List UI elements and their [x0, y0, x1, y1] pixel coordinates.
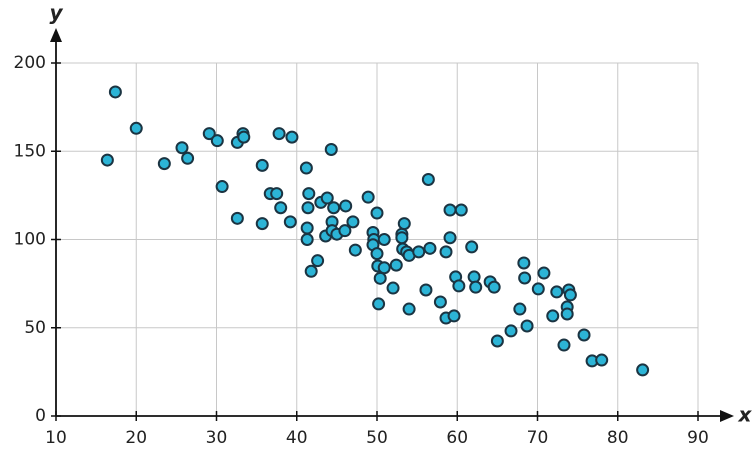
- y-tick-label: 0: [35, 406, 46, 426]
- y-axis-label: y: [49, 1, 63, 25]
- point: [487, 280, 501, 294]
- point: [230, 211, 244, 225]
- point: [108, 85, 122, 99]
- point: [550, 285, 564, 299]
- point: [339, 199, 353, 213]
- point: [299, 161, 313, 175]
- point: [370, 247, 384, 261]
- point: [348, 243, 362, 257]
- point: [215, 180, 229, 194]
- point: [443, 231, 457, 245]
- point: [595, 353, 609, 367]
- point: [447, 309, 461, 323]
- x-tick-label: 50: [366, 428, 388, 448]
- point: [504, 324, 518, 338]
- point: [433, 295, 447, 309]
- x-tick-label: 90: [687, 428, 709, 448]
- point: [370, 206, 384, 220]
- point: [270, 187, 284, 201]
- point: [563, 288, 577, 302]
- point: [255, 217, 269, 231]
- point: [467, 270, 481, 284]
- y-arrow: [50, 28, 62, 42]
- point: [377, 261, 391, 275]
- point: [469, 280, 483, 294]
- point: [465, 240, 479, 254]
- point: [421, 172, 435, 186]
- point: [327, 201, 341, 215]
- x-tick-label: 70: [527, 428, 549, 448]
- point: [517, 256, 531, 270]
- point: [274, 201, 288, 215]
- point: [537, 266, 551, 280]
- point: [443, 203, 457, 217]
- y-tick-label: 100: [14, 230, 46, 250]
- point: [377, 233, 391, 246]
- y-tick-label: 200: [14, 53, 46, 73]
- point: [412, 245, 426, 259]
- x-axis-label: x: [738, 403, 753, 427]
- point: [577, 328, 591, 342]
- point: [373, 271, 387, 285]
- y-tick-label: 150: [14, 141, 46, 161]
- point: [389, 258, 403, 272]
- point: [202, 127, 216, 141]
- point: [311, 254, 325, 268]
- point: [395, 231, 409, 245]
- point: [546, 309, 560, 323]
- x-tick-label: 10: [45, 428, 67, 448]
- point: [157, 157, 171, 171]
- point: [397, 217, 411, 231]
- y-tick-label: 50: [24, 318, 46, 338]
- point: [439, 245, 453, 259]
- x-tick-label: 20: [125, 428, 147, 448]
- point: [338, 224, 352, 238]
- point: [490, 334, 504, 348]
- point: [210, 134, 224, 148]
- point: [100, 153, 114, 167]
- point: [129, 121, 143, 135]
- point: [372, 297, 386, 311]
- point: [454, 203, 468, 217]
- point: [237, 130, 251, 144]
- point: [285, 130, 299, 144]
- point: [255, 158, 269, 172]
- point: [302, 187, 316, 201]
- x-tick-label: 30: [206, 428, 228, 448]
- point: [560, 307, 574, 321]
- point: [520, 319, 534, 333]
- point: [361, 190, 375, 204]
- point: [518, 271, 532, 285]
- point: [324, 142, 338, 156]
- point: [531, 282, 545, 296]
- point: [402, 302, 416, 316]
- point: [300, 233, 314, 246]
- point: [452, 279, 466, 293]
- point: [419, 283, 433, 297]
- point: [283, 215, 297, 229]
- point: [181, 151, 195, 165]
- point: [304, 264, 318, 278]
- x-tick-label: 60: [446, 428, 468, 448]
- x-tick-label: 40: [286, 428, 308, 448]
- point: [301, 201, 315, 215]
- point: [175, 141, 189, 155]
- x-tick-label: 80: [607, 428, 629, 448]
- point: [513, 302, 527, 316]
- x-arrow: [720, 410, 734, 422]
- point: [346, 215, 360, 229]
- point: [386, 281, 400, 295]
- point: [272, 127, 286, 141]
- point: [423, 241, 437, 255]
- point: [300, 221, 314, 235]
- point: [320, 191, 334, 205]
- point: [636, 363, 650, 377]
- point: [557, 338, 571, 352]
